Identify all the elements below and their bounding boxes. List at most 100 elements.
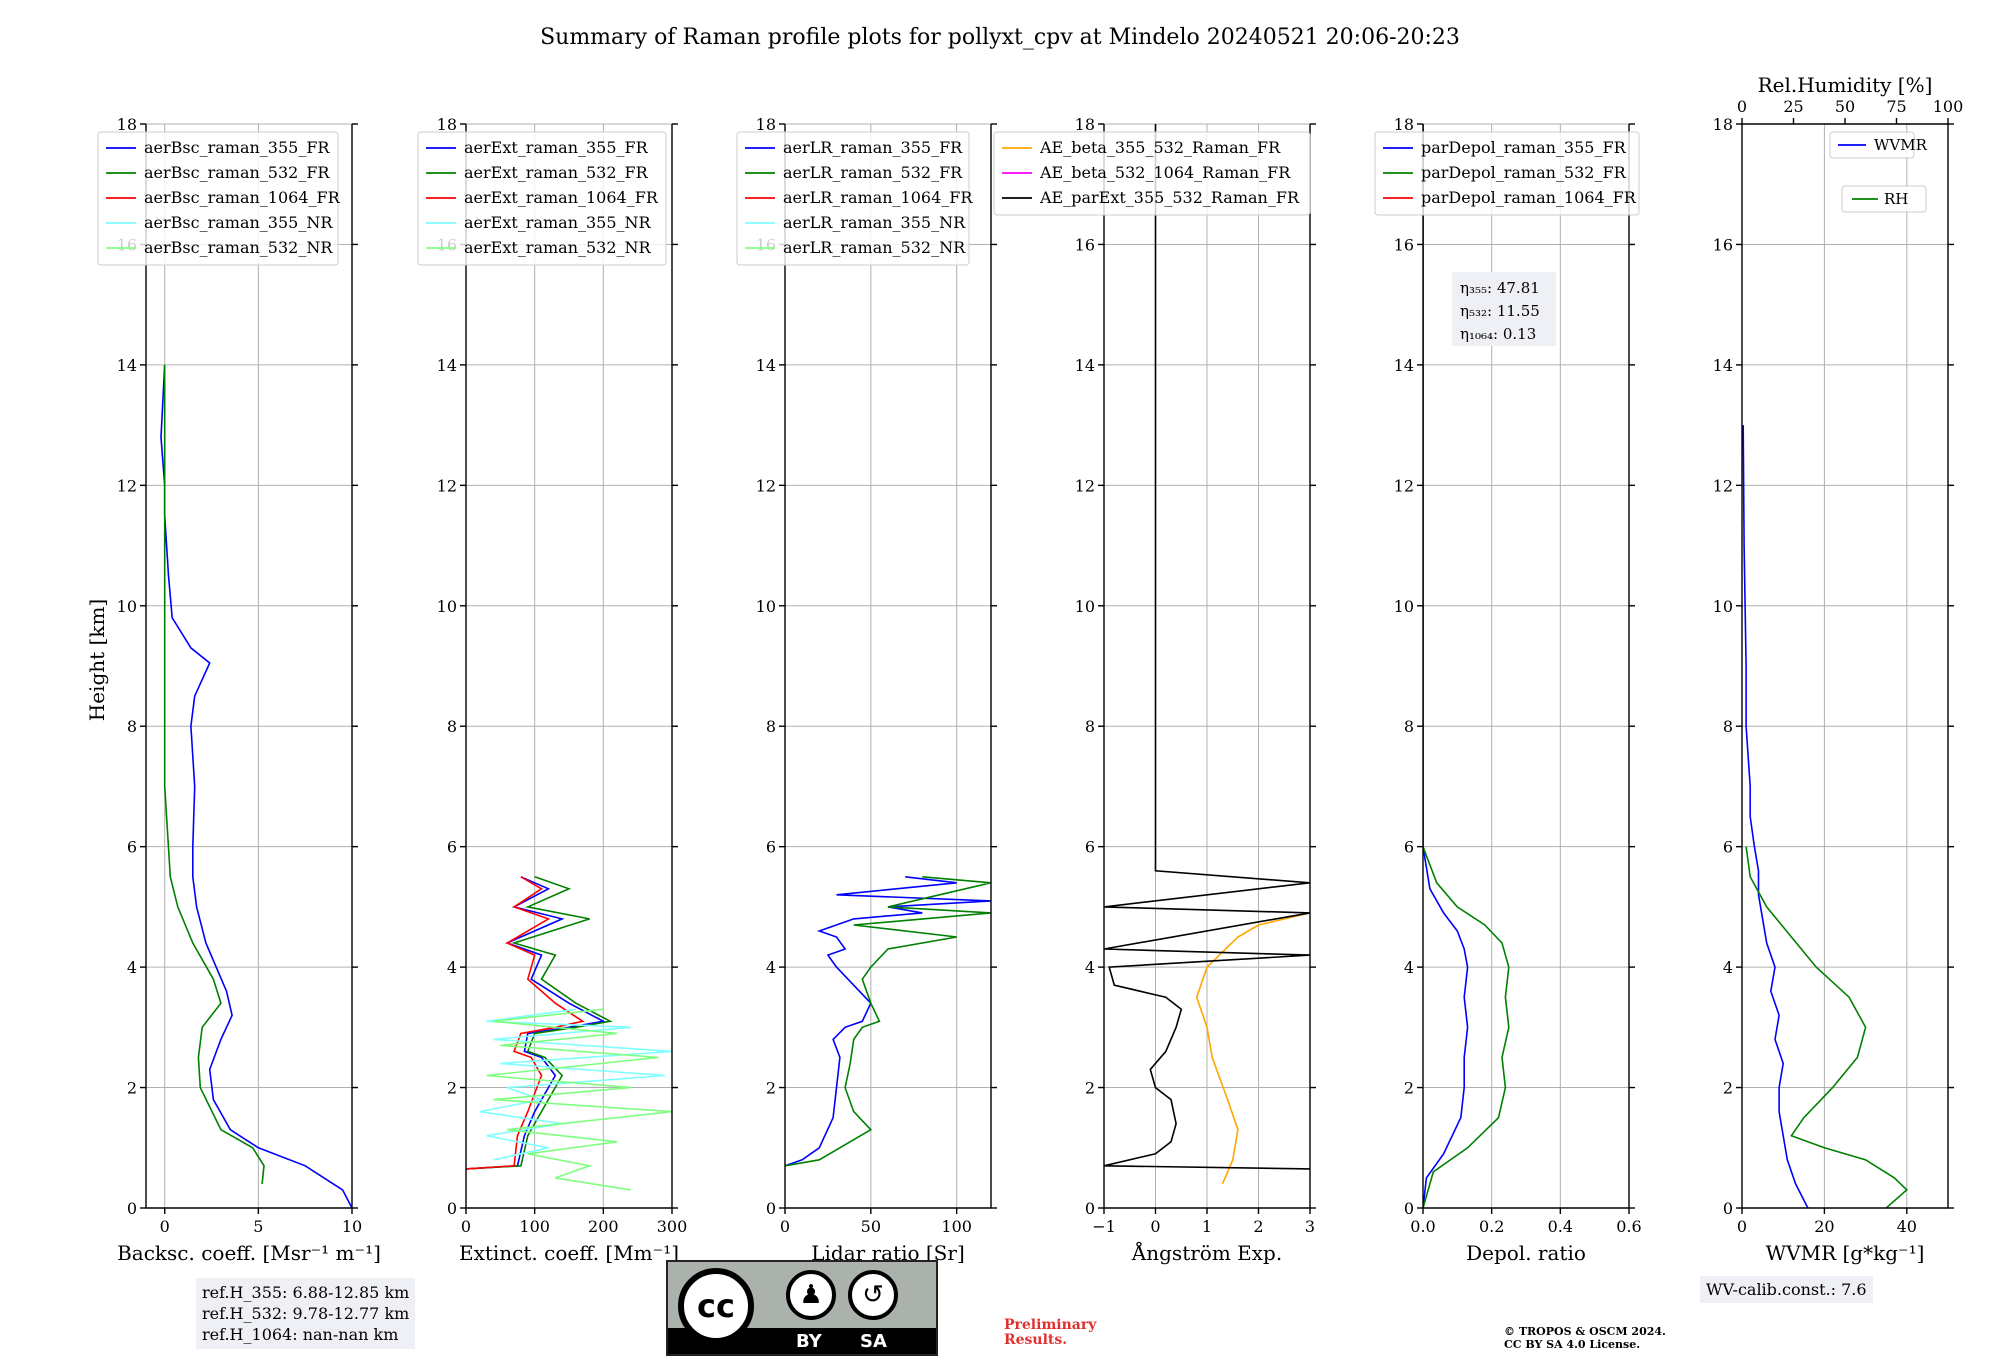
legend-label-aerExt_raman_532_NR: aerExt_raman_532_NR [464,238,652,257]
y-tick-label: 10 [756,597,776,616]
x-tick-label: 100 [941,1217,972,1236]
y-tick-label: 2 [766,1079,776,1098]
y-tick-label: 14 [756,356,776,375]
y-tick-label: 6 [1404,838,1414,857]
y-tick-label: 8 [1404,717,1414,736]
legend-label-aerLR_raman_355_NR: aerLR_raman_355_NR [783,213,966,232]
eta-1064: η₁₀₆₄: 0.13 [1460,325,1536,343]
y-tick-label: 0 [127,1199,137,1218]
y-tick-label: 0 [1085,1199,1095,1218]
y-axis-label: Height [km] [85,599,109,721]
x-tick-label: 0.4 [1548,1217,1573,1236]
x-axis-label: Backsc. coeff. [Msr⁻¹ m⁻¹] [117,1241,381,1265]
series-parDepol_raman_532_FR [1423,124,1510,1208]
x-axis-label: Depol. ratio [1466,1241,1586,1265]
y-tick-label: 0 [1723,1199,1733,1218]
x2-axis-label: Rel.Humidity [%] [1758,73,1933,97]
legend-frame [736,131,970,266]
copyright-note: © TROPOS & OSCM 2024. CC BY SA 4.0 Licen… [1504,1325,1666,1351]
x-tick-label: 20 [1814,1217,1834,1236]
x-tick-label: 10 [342,1217,362,1236]
y-tick-label: 4 [766,958,776,977]
series-aerLR_raman_532_FR [785,876,991,1167]
badge-sa-label: SA [860,1331,887,1352]
series-aerExt_raman_532_FR [466,876,613,1170]
y-tick-label: 2 [447,1079,457,1098]
y-tick-label: 12 [117,476,137,495]
series-aerBsc_raman_355_FR [160,364,352,1208]
series-aerExt_raman_355_FR [466,876,606,1170]
reference-heights-box: ref.H_355: 6.88-12.85 km ref.H_532: 9.78… [196,1278,416,1349]
legend-label-aerBsc_raman_532_FR: aerBsc_raman_532_FR [144,163,330,182]
y-tick-label: 16 [1713,235,1733,254]
y-tick-label: 8 [127,717,137,736]
y-tick-label: 14 [1394,356,1414,375]
y-tick-label: 12 [756,476,776,495]
y-tick-label: 0 [447,1199,457,1218]
legend-label-aerLR_raman_532_NR: aerLR_raman_532_NR [783,238,966,257]
x-tick-label: 0 [1737,1217,1747,1236]
x-tick-label: 1 [1202,1217,1212,1236]
series-aerLR_raman_355_FR [785,876,991,1167]
y-tick-label: 16 [1075,235,1095,254]
y-tick-label: 6 [1085,838,1095,857]
legend-label-aerBsc_raman_355_FR: aerBsc_raman_355_FR [144,138,330,157]
x-tick-label: 0 [160,1217,170,1236]
y-tick-label: 10 [437,597,457,616]
x-tick-label: 2 [1253,1217,1263,1236]
badge-by-label: BY [796,1331,822,1352]
y-tick-label: 10 [117,597,137,616]
x-tick-label: 0.0 [1410,1217,1435,1236]
copyright-line-2: CC BY SA 4.0 License. [1504,1338,1641,1351]
y-tick-label: 4 [127,958,137,977]
legend: WVMR RH [1829,131,1928,213]
x-tick-label: 3 [1305,1217,1315,1236]
y-tick-label: 18 [1075,115,1095,134]
figure-title: Summary of Raman profile plots for polly… [540,25,1460,50]
legend: AE_beta_355_532_Raman_FR AE_beta_532_1064… [993,131,1311,216]
y-tick-label: 2 [1085,1079,1095,1098]
panel-lidar-ratio: 024681012141618050100Lidar ratio [Sr]aer… [736,115,997,1265]
y-tick-label: 6 [127,838,137,857]
panel-extinction: 0246810121416180100200300Extinct. coeff.… [417,115,688,1265]
preliminary-line-2: Results. [1004,1332,1068,1348]
x2-tick-label: 75 [1886,97,1906,116]
legend: aerBsc_raman_355_FR aerBsc_raman_532_FRae… [97,131,341,266]
x-tick-label: 0 [1150,1217,1160,1236]
x-tick-label: 0 [780,1217,790,1236]
legend-label-AE_beta_355_532_Raman_FR: AE_beta_355_532_Raman_FR [1039,138,1281,157]
x2-tick-label: 50 [1835,97,1855,116]
y-tick-label: 8 [447,717,457,736]
y-tick-label: 10 [1713,597,1733,616]
x-tick-label: 0.2 [1479,1217,1504,1236]
eta-355: η₃₅₅: 47.81 [1460,279,1540,297]
legend-label-aerBsc_raman_1064_FR: aerBsc_raman_1064_FR [144,188,341,207]
preliminary-line-1: Preliminary [1004,1317,1097,1333]
legend-label-aerLR_raman_1064_FR: aerLR_raman_1064_FR [783,188,973,207]
y-tick-label: 10 [1075,597,1095,616]
legend-frame [993,131,1311,216]
sa-share-icon: ↺ [848,1270,898,1320]
legend-label-aerBsc_raman_532_NR: aerBsc_raman_532_NR [144,238,333,257]
series-aerExt_raman_355_NR [479,1008,672,1161]
x-tick-label: 5 [253,1217,263,1236]
y-tick-label: 12 [1075,476,1095,495]
legend-label-AE_parExt_355_532_Raman_FR: AE_parExt_355_532_Raman_FR [1039,188,1300,207]
legend: parDepol_raman_355_FR parDepol_raman_532_… [1374,131,1640,216]
x-tick-label: 50 [861,1217,881,1236]
x-tick-label: 100 [519,1217,550,1236]
legend: aerExt_raman_355_FR aerExt_raman_532_FRae… [417,131,667,266]
legend-label-parDepol_raman_1064_FR: parDepol_raman_1064_FR [1421,188,1637,207]
legend-label-aerExt_raman_355_FR: aerExt_raman_355_FR [464,138,649,157]
ref-height-355: ref.H_355: 6.88-12.85 km [202,1283,410,1302]
legend-frame [1829,131,1915,159]
by-person-icon: ♟ [786,1270,836,1320]
y-tick-label: 18 [437,115,457,134]
y-tick-label: 14 [437,356,457,375]
y-tick-label: 4 [1404,958,1414,977]
x2-tick-label: 25 [1783,97,1803,116]
x-tick-label: 300 [657,1217,688,1236]
panel-depol: 0 2 4 6 8 10 12 14 16 18 0.0 0.2 0.4 0.6 Depol. ratio p… [1374,115,1642,1265]
